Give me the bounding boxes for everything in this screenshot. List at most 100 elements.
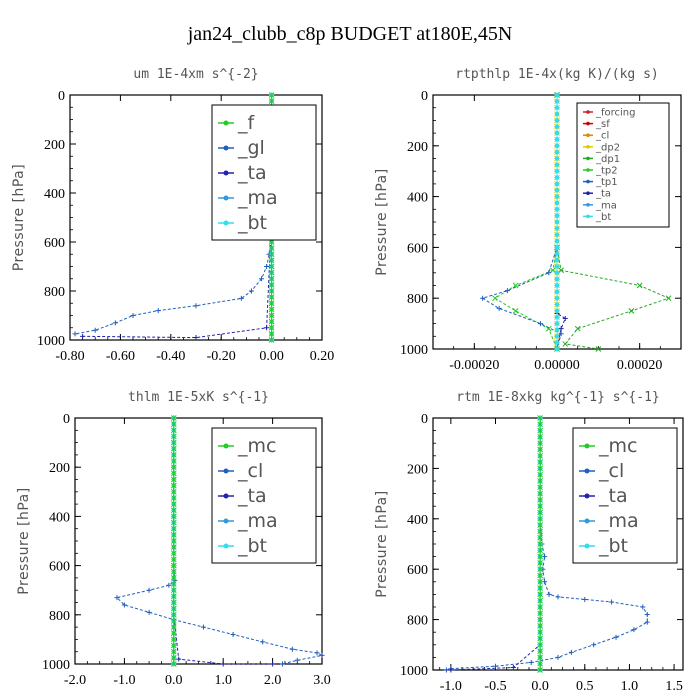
legend-label: _bt xyxy=(595,212,611,223)
legend: _mc _cl _ta _ma _bt xyxy=(572,427,678,564)
data-point xyxy=(537,434,543,440)
data-point xyxy=(264,264,270,269)
legend-marker xyxy=(586,191,590,195)
data-point xyxy=(200,624,206,630)
legend-label: _ta xyxy=(237,485,267,507)
legend-label: _tp2 xyxy=(595,166,618,177)
data-point xyxy=(562,341,569,347)
data-point xyxy=(170,488,177,495)
y-tick-label: 600 xyxy=(407,241,428,256)
data-point xyxy=(628,308,635,314)
data-point xyxy=(220,661,226,667)
legend-label: _cl xyxy=(595,131,609,142)
legend-marker xyxy=(223,145,229,151)
x-tick-label: -0.60 xyxy=(106,349,135,364)
y-tick-label: 200 xyxy=(49,461,70,476)
data-point xyxy=(260,639,266,645)
data-point xyxy=(170,433,177,440)
x-tick-label: -1.0 xyxy=(113,673,135,688)
series-line-tp2 xyxy=(494,95,558,350)
data-point xyxy=(268,92,275,98)
data-point xyxy=(550,267,556,274)
data-point xyxy=(146,587,152,593)
legend-label: _bt xyxy=(237,535,267,557)
x-tick-label: -0.80 xyxy=(55,349,84,364)
data-point xyxy=(170,415,177,421)
legend-marker xyxy=(223,220,229,226)
legend-label: _dp2 xyxy=(595,142,620,153)
data-point xyxy=(170,507,177,514)
data-point xyxy=(279,661,285,667)
panels: um 1E-4xm s^{-2} Pressure [hPa] -0.80 -0.60… xyxy=(11,67,684,694)
legend-marker xyxy=(584,443,590,449)
x-tick-label: -0.00020 xyxy=(449,358,499,373)
data-point xyxy=(537,604,543,610)
data-point xyxy=(554,238,560,244)
data-point xyxy=(537,427,543,434)
data-point xyxy=(554,105,560,110)
data-point xyxy=(644,619,650,625)
x-tick-label: -0.20 xyxy=(207,349,236,364)
data-point xyxy=(665,295,672,302)
data-point xyxy=(170,458,177,464)
x-tick-label: 0.20 xyxy=(310,349,335,364)
legend-marker xyxy=(586,156,590,161)
data-point xyxy=(80,333,86,339)
data-point xyxy=(537,515,543,522)
data-point xyxy=(554,124,560,129)
data-point xyxy=(558,331,564,337)
data-point xyxy=(537,446,543,453)
legend-label: _dp1 xyxy=(595,154,620,165)
y-tick-label: 1000 xyxy=(37,334,65,349)
data-point xyxy=(170,630,177,637)
data-point xyxy=(554,321,560,326)
data-point xyxy=(554,270,560,275)
y-tick-label: 200 xyxy=(407,140,428,155)
data-point xyxy=(170,519,177,526)
data-point xyxy=(268,324,275,331)
data-point xyxy=(631,627,637,633)
data-point xyxy=(170,531,177,538)
x-tick-label: 0.00020 xyxy=(617,358,663,373)
data-point xyxy=(170,581,177,587)
data-point xyxy=(537,616,543,623)
legend-marker xyxy=(586,203,590,207)
data-point xyxy=(528,659,534,665)
legend-label: _sf xyxy=(595,119,610,130)
data-point xyxy=(268,257,275,264)
data-point xyxy=(537,497,543,503)
data-point xyxy=(537,490,543,497)
x-tick-label: -0.5 xyxy=(484,679,506,694)
data-point xyxy=(268,263,275,270)
legend-marker xyxy=(584,493,590,499)
x-tick-label: 2.0 xyxy=(264,673,282,688)
data-point xyxy=(574,325,581,332)
data-point xyxy=(493,663,498,669)
data-point xyxy=(537,660,543,667)
data-point xyxy=(554,334,560,339)
data-point xyxy=(636,282,643,289)
legend-label: _ma xyxy=(237,187,278,209)
legend-marker xyxy=(223,518,229,524)
series-line-tp1 xyxy=(481,95,562,350)
figure-title: jan24_clubb_c8p BUDGET at180E,45N xyxy=(187,23,513,45)
data-point xyxy=(554,245,560,250)
panel-title: rtm 1E-8xkg kg^{-1} s^{-1} xyxy=(456,390,660,405)
data-point xyxy=(146,609,152,615)
data-point xyxy=(554,340,560,345)
y-tick-label: 400 xyxy=(44,187,65,202)
x-tick-label: 3.0 xyxy=(313,673,331,688)
data-point xyxy=(554,289,560,295)
data-point xyxy=(268,300,275,307)
data-point xyxy=(554,264,560,269)
data-point xyxy=(554,149,560,155)
legend-marker xyxy=(223,493,229,499)
data-point xyxy=(582,596,588,602)
data-point xyxy=(170,624,177,630)
data-point xyxy=(537,459,543,465)
data-point xyxy=(268,294,275,300)
data-point xyxy=(170,470,177,477)
x-tick-label: -1.0 xyxy=(440,679,462,694)
data-point xyxy=(555,654,561,660)
legend-label: _cl xyxy=(598,460,624,482)
